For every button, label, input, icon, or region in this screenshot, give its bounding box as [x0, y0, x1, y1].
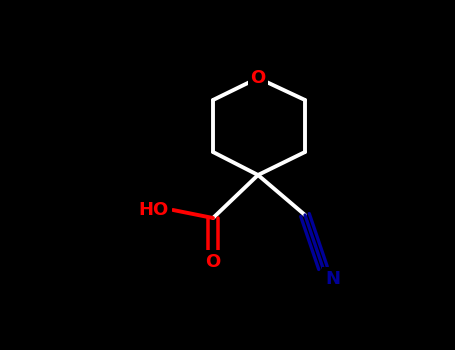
Text: N: N [325, 270, 340, 288]
Text: O: O [250, 69, 266, 87]
Text: O: O [205, 253, 221, 271]
Text: HO: HO [139, 201, 169, 219]
